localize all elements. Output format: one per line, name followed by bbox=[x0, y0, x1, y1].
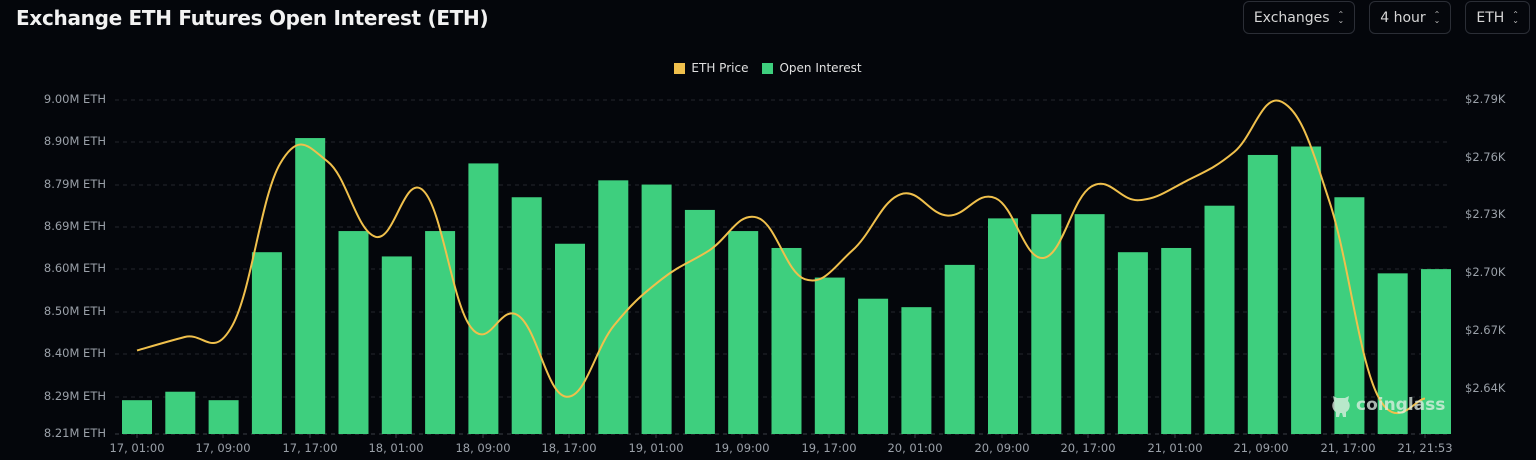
interval-select[interactable]: 4 hour ⌃ ⌄ bbox=[1369, 1, 1452, 34]
y2-tick-label: $2.73K bbox=[1465, 207, 1506, 221]
y2-tick-label: $2.76K bbox=[1465, 150, 1506, 164]
open-interest-bar[interactable] bbox=[1074, 214, 1105, 434]
interval-select-label: 4 hour bbox=[1380, 9, 1426, 26]
y-tick-label: 8.29M ETH bbox=[43, 389, 106, 403]
x-tick-label: 19, 09:00 bbox=[714, 441, 770, 455]
y-tick-label: 8.60M ETH bbox=[43, 261, 106, 275]
y-tick-label: 9.00M ETH bbox=[43, 92, 106, 106]
open-interest-bar[interactable] bbox=[771, 247, 802, 434]
y-tick-label: 8.50M ETH bbox=[43, 304, 106, 318]
unit-select[interactable]: ETH ⌃ ⌄ bbox=[1465, 1, 1530, 34]
watermark-text: coinglass bbox=[1356, 395, 1446, 415]
x-tick-label: 17, 09:00 bbox=[195, 441, 251, 455]
x-axis-ticks bbox=[136, 434, 1426, 438]
y2-tick-label: $2.64K bbox=[1465, 381, 1506, 395]
open-interest-bar[interactable] bbox=[1291, 146, 1322, 434]
legend-swatch-eth-price bbox=[674, 62, 686, 74]
x-tick-label: 20, 09:00 bbox=[974, 441, 1030, 455]
open-interest-bar[interactable] bbox=[251, 252, 282, 434]
open-interest-bar[interactable] bbox=[944, 264, 975, 434]
open-interest-bar[interactable] bbox=[1377, 273, 1408, 434]
open-interest-bar[interactable] bbox=[511, 197, 542, 434]
open-interest-bar[interactable] bbox=[338, 231, 369, 434]
open-interest-bar[interactable] bbox=[555, 243, 585, 434]
open-interest-bar[interactable] bbox=[381, 256, 412, 434]
x-tick-label: 21, 21:53 bbox=[1397, 441, 1453, 455]
coinglass-watermark: coinglass bbox=[1330, 392, 1445, 418]
chevron-up-down-icon: ⌃ ⌄ bbox=[1433, 9, 1441, 25]
coinglass-logo-icon bbox=[1332, 396, 1350, 417]
x-tick-label: 17, 17:00 bbox=[282, 441, 338, 455]
open-interest-bar[interactable] bbox=[1204, 205, 1235, 434]
open-interest-bar[interactable] bbox=[814, 277, 845, 434]
x-tick-label: 19, 01:00 bbox=[628, 441, 684, 455]
x-tick-label: 17, 01:00 bbox=[109, 441, 165, 455]
x-tick-label: 19, 17:00 bbox=[801, 441, 857, 455]
open-interest-bar[interactable] bbox=[598, 180, 629, 434]
x-tick-label: 18, 09:00 bbox=[455, 441, 511, 455]
x-tick-label: 21, 17:00 bbox=[1320, 441, 1376, 455]
open-interest-bar[interactable] bbox=[641, 184, 672, 434]
open-interest-bar[interactable] bbox=[165, 391, 196, 434]
y2-tick-label: $2.79K bbox=[1465, 92, 1506, 106]
exchanges-select[interactable]: Exchanges ⌃ ⌄ bbox=[1242, 1, 1356, 34]
open-interest-bar[interactable] bbox=[1117, 252, 1148, 434]
open-interest-bar[interactable] bbox=[208, 400, 239, 434]
legend-item-open-interest[interactable]: Open Interest bbox=[762, 61, 862, 75]
unit-select-label: ETH bbox=[1476, 9, 1505, 26]
x-tick-label: 18, 17:00 bbox=[541, 441, 597, 455]
legend-item-eth-price[interactable]: ETH Price bbox=[674, 61, 748, 75]
chart-legend: ETH Price Open Interest bbox=[0, 61, 1536, 75]
eth-price-line bbox=[136, 99, 1426, 414]
y-tick-label: 8.21M ETH bbox=[43, 426, 106, 440]
x-tick-label: 21, 09:00 bbox=[1233, 441, 1289, 455]
x-tick-label: 21, 01:00 bbox=[1147, 441, 1203, 455]
y2-tick-label: $2.70K bbox=[1465, 265, 1506, 279]
x-tick-label: 20, 17:00 bbox=[1060, 441, 1116, 455]
open-interest-bar[interactable] bbox=[684, 209, 715, 434]
y-tick-label: 8.69M ETH bbox=[43, 219, 106, 233]
chart-controls: Exchanges ⌃ ⌄ 4 hour ⌃ ⌄ ETH ⌃ ⌄ bbox=[1242, 1, 1530, 34]
chevron-up-down-icon: ⌃ ⌄ bbox=[1512, 9, 1519, 25]
open-interest-bar[interactable] bbox=[425, 231, 456, 434]
open-interest-bar[interactable] bbox=[1161, 247, 1192, 434]
open-interest-bar[interactable] bbox=[728, 231, 759, 434]
x-tick-label: 20, 01:00 bbox=[887, 441, 943, 455]
open-interest-bar[interactable] bbox=[1031, 214, 1062, 434]
open-interest-bars bbox=[122, 138, 1451, 434]
legend-label: Open Interest bbox=[779, 61, 862, 75]
open-interest-bar[interactable] bbox=[901, 307, 932, 434]
exchanges-select-label: Exchanges bbox=[1253, 9, 1330, 26]
y-tick-label: 8.79M ETH bbox=[43, 177, 106, 191]
y2-tick-label: $2.67K bbox=[1465, 323, 1506, 337]
chevron-up-down-icon: ⌃ ⌄ bbox=[1337, 9, 1345, 25]
open-interest-bar[interactable] bbox=[1421, 269, 1451, 434]
open-interest-bar[interactable] bbox=[122, 400, 152, 434]
y-tick-label: 8.40M ETH bbox=[43, 346, 106, 360]
open-interest-bar[interactable] bbox=[988, 218, 1018, 434]
legend-swatch-open-interest bbox=[762, 62, 774, 74]
y-tick-label: 8.90M ETH bbox=[43, 134, 106, 148]
open-interest-bar[interactable] bbox=[468, 163, 499, 434]
open-interest-bar[interactable] bbox=[858, 298, 889, 434]
open-interest-bar[interactable] bbox=[295, 138, 326, 434]
legend-label: ETH Price bbox=[691, 61, 749, 75]
open-interest-bar[interactable] bbox=[1247, 154, 1278, 434]
page-title: Exchange ETH Futures Open Interest (ETH) bbox=[16, 6, 489, 30]
x-tick-label: 18, 01:00 bbox=[368, 441, 424, 455]
